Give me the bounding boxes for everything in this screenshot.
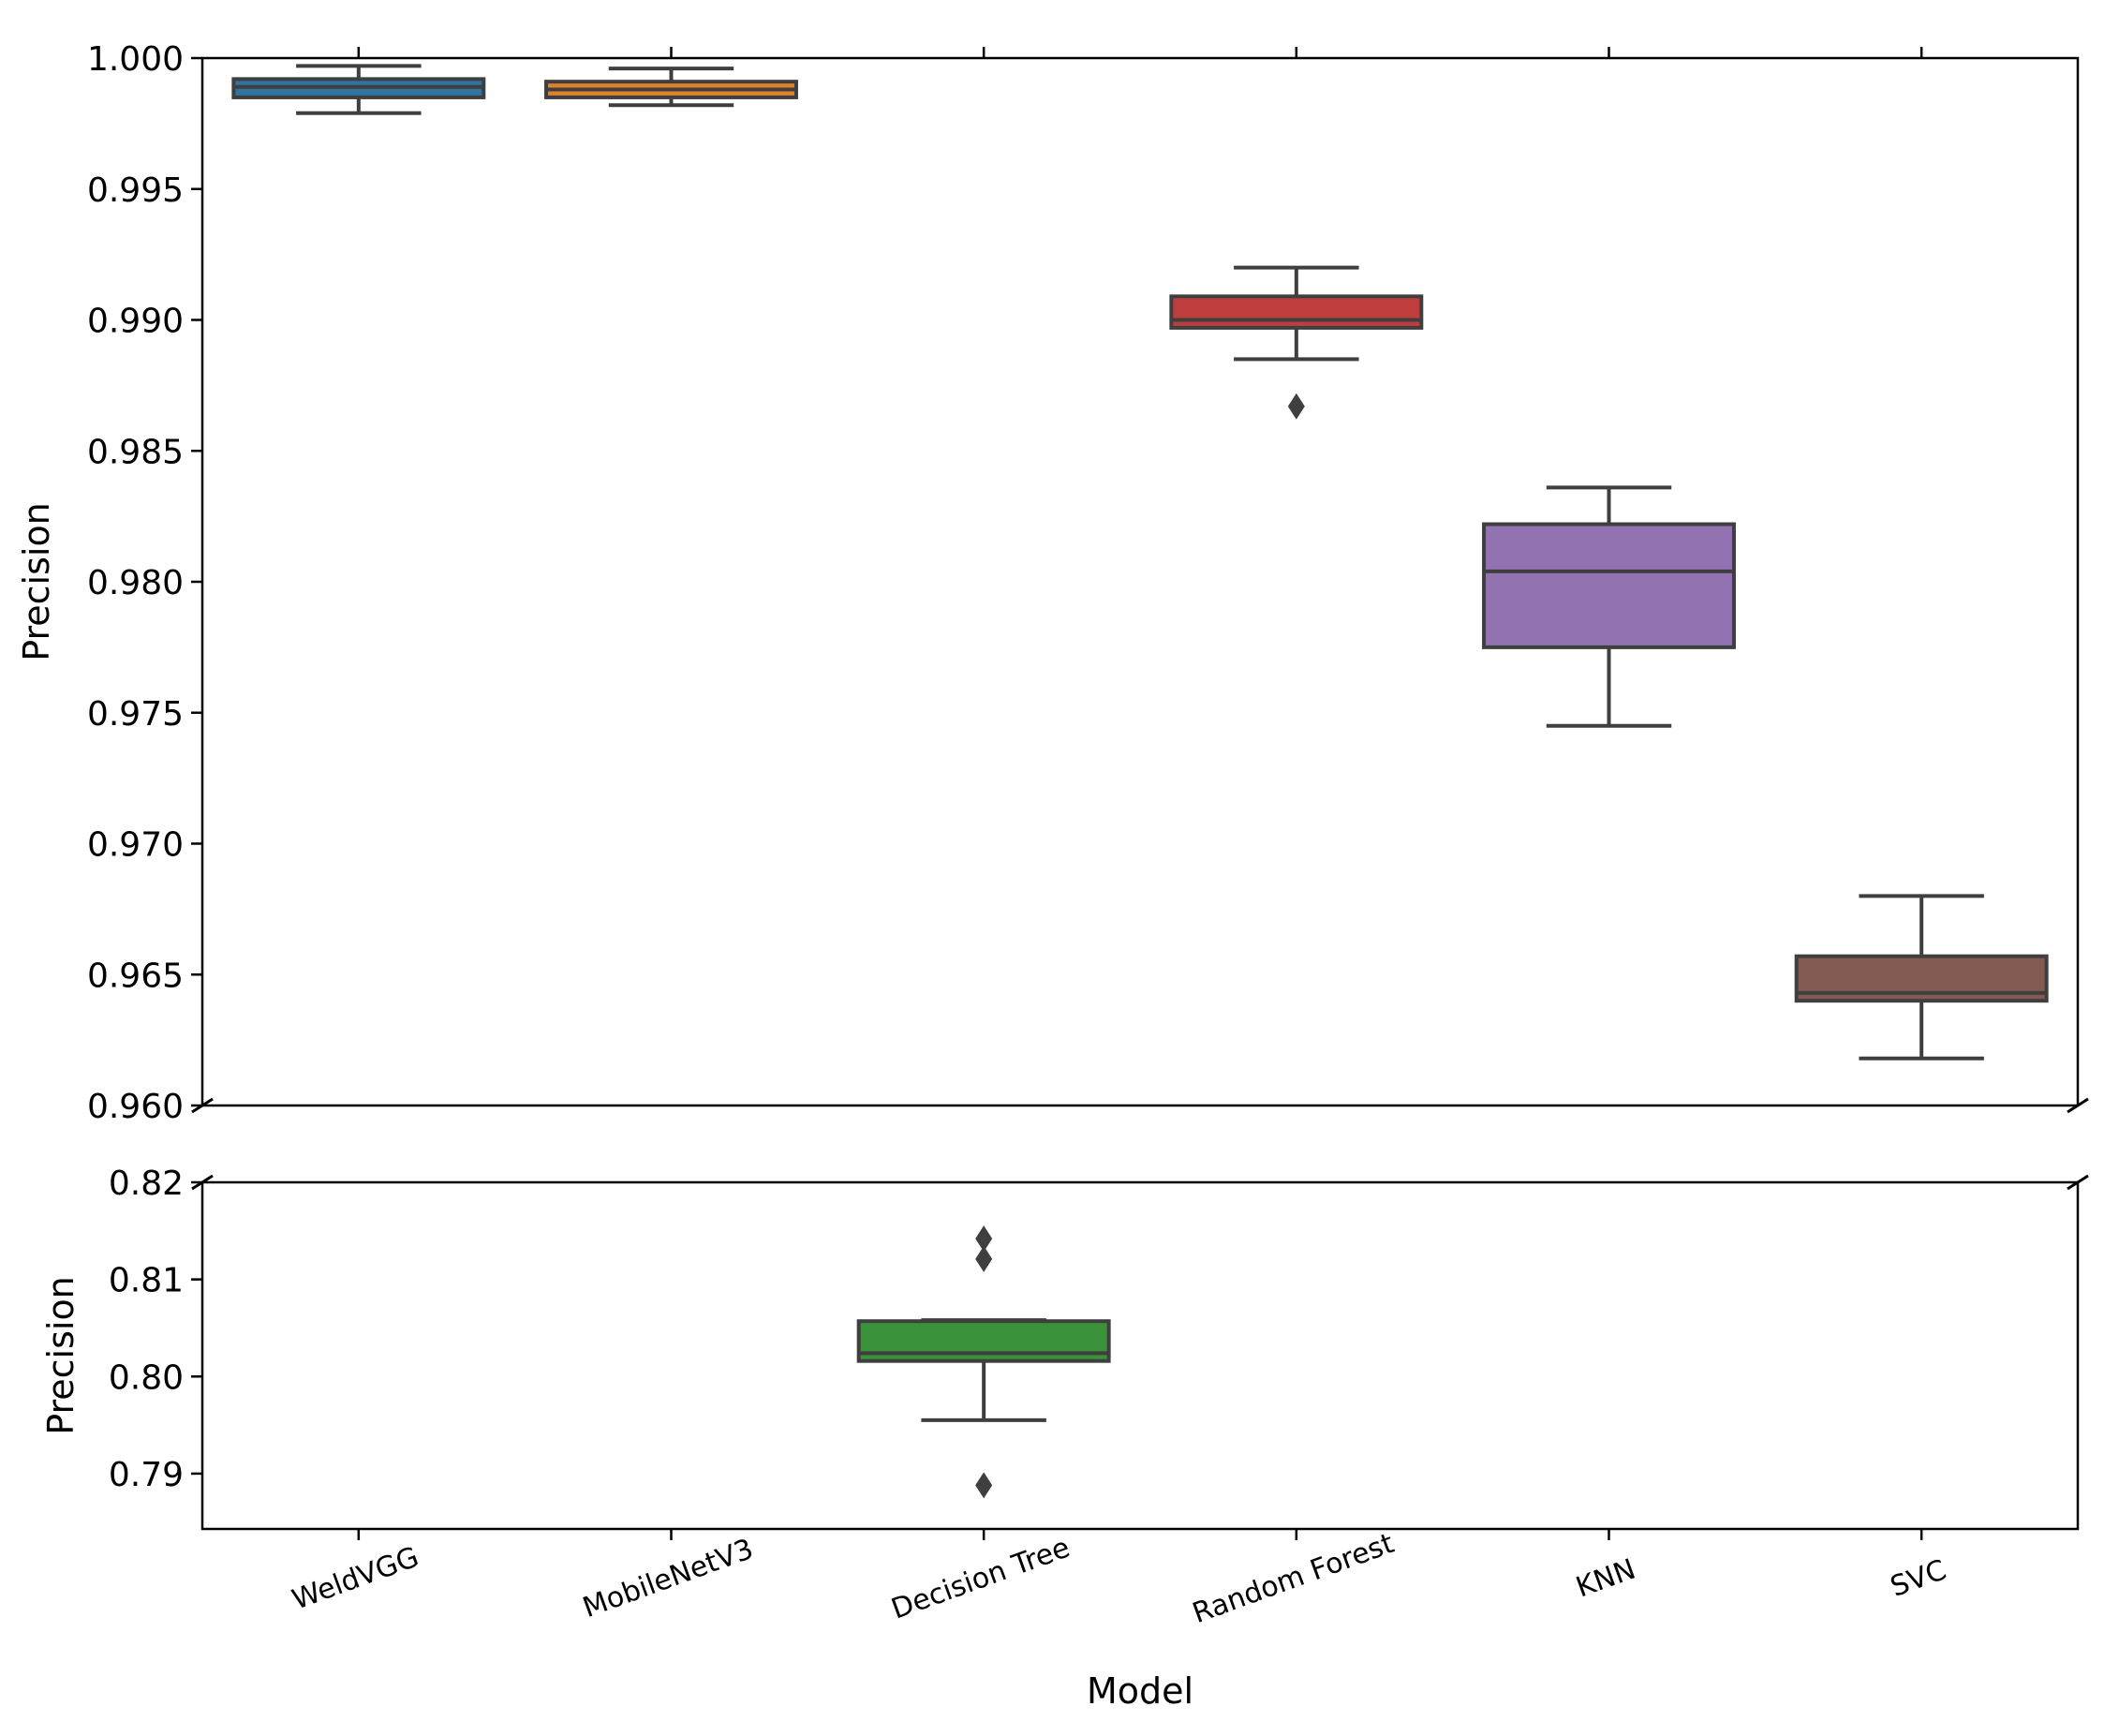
lower-panel: 0.79 0.80 0.81 0.82: [109, 1165, 2080, 1540]
axis-break-marks: [191, 1097, 2089, 1191]
lower-y-tick-label: 0.81: [109, 1262, 184, 1300]
y-axis-label-lower: Precision: [40, 1276, 82, 1435]
upper-y-tick-label: 0.970: [87, 826, 184, 865]
axis-break-mark: [2067, 1097, 2089, 1114]
axis-break-mark: [2067, 1174, 2089, 1191]
outlier-point: [975, 1472, 993, 1499]
upper-panel: 0.960 0.965 0.970 0.975 0.980 0.985 0.990 0.995…: [87, 40, 2080, 1126]
axis-break-mark: [191, 1174, 214, 1191]
x-axis-label: Model: [1087, 1670, 1193, 1712]
box-decision-tree: [856, 1225, 1111, 1499]
upper-y-tick-label: 0.985: [87, 433, 184, 471]
lower-axes-frame: [200, 1180, 2080, 1531]
box-knn: [1482, 485, 1736, 728]
box-iqr: [1482, 522, 1736, 649]
box-weldvgg: [231, 64, 486, 115]
axis-break-mark: [191, 1097, 214, 1114]
upper-y-tick-label: 0.995: [87, 171, 184, 210]
upper-y-tick-label: 0.975: [87, 695, 184, 734]
box-iqr: [1169, 294, 1424, 330]
x-tick-label-decision-tree: Decision Tree: [887, 1531, 1074, 1625]
x-tick-label-weldvgg: WeldVGG: [288, 1541, 422, 1617]
upper-y-tick-label: 0.990: [87, 303, 184, 341]
upper-y-tick-label: 0.965: [87, 957, 184, 995]
outlier-point: [975, 1225, 993, 1253]
upper-y-tick-label: 0.980: [87, 564, 184, 602]
outlier-point: [975, 1245, 993, 1272]
x-tick-label-knn: KNN: [1572, 1553, 1640, 1605]
lower-y-tick-label: 0.79: [109, 1456, 184, 1494]
upper-y-tick-label: 1.000: [87, 40, 184, 79]
x-tick-label-mobilenetv3: MobileNetV3: [579, 1533, 758, 1625]
lower-y-tick-label: 0.82: [109, 1165, 184, 1203]
x-tick-label-random-forest: Random Forest: [1189, 1527, 1399, 1630]
upper-y-tick-label: 0.960: [87, 1088, 184, 1126]
box-random-forest: [1169, 265, 1424, 420]
lower-y-tick-label: 0.80: [109, 1358, 184, 1397]
box-mobilenetv3: [544, 67, 798, 108]
upper-axes-frame: [200, 56, 2080, 1107]
y-axis-label-upper: Precision: [16, 502, 57, 661]
x-tick-label-svc: SVC: [1886, 1553, 1950, 1604]
outlier-point: [1287, 393, 1305, 420]
box-svc: [1794, 894, 2049, 1061]
